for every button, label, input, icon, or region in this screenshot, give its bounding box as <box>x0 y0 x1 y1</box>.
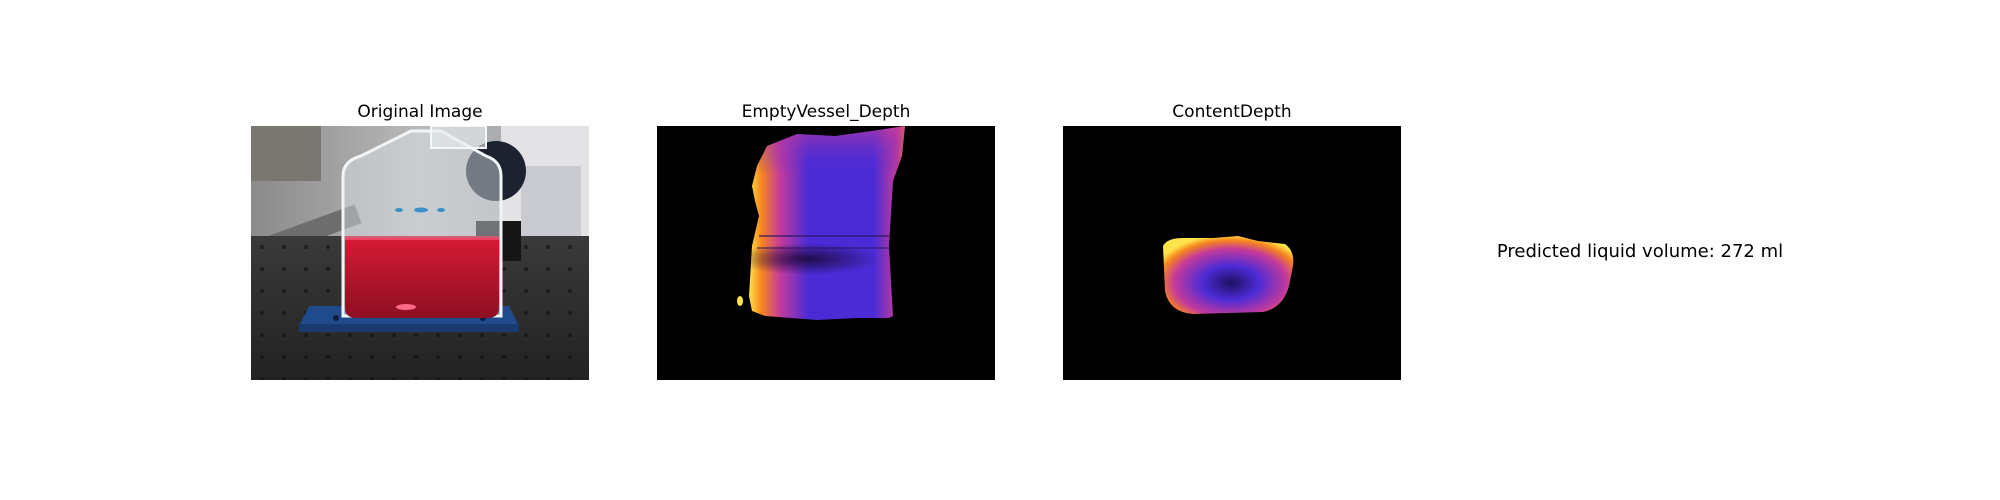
empty-vessel-depth-map <box>657 126 995 380</box>
content-depth-title: ContentDepth <box>1172 102 1292 122</box>
content-depth-panel <box>1063 126 1401 380</box>
original-photo <box>251 126 589 380</box>
original-image-title: Original Image <box>357 102 483 122</box>
empty-vessel-depth-panel <box>657 126 995 380</box>
original-image-panel <box>251 126 589 380</box>
predicted-volume-text: Predicted liquid volume: 272 ml <box>1496 241 1784 262</box>
content-depth-map <box>1063 126 1401 380</box>
empty-vessel-depth-title: EmptyVessel_Depth <box>741 102 911 122</box>
